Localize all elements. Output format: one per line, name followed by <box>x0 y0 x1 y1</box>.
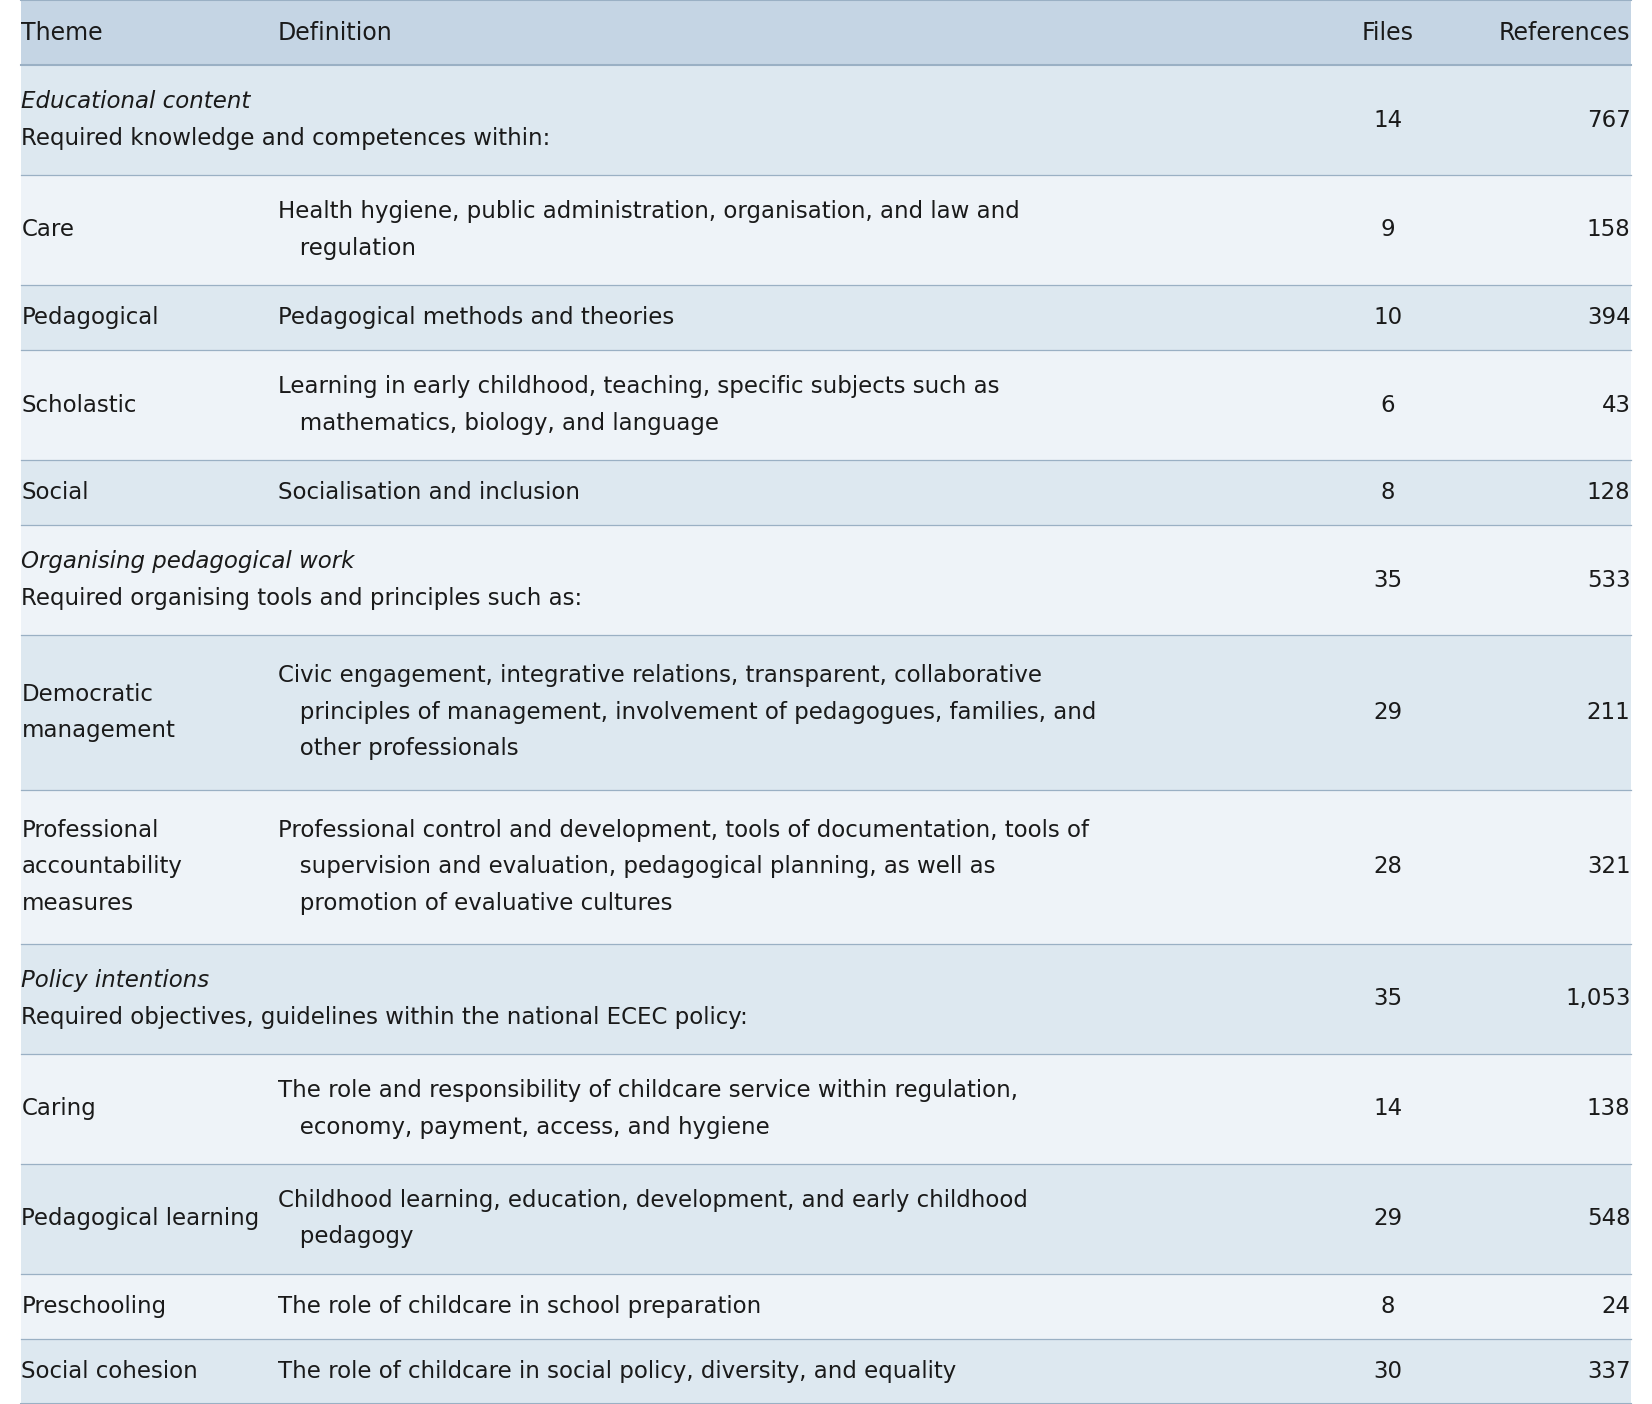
Text: 767: 767 <box>1586 108 1631 132</box>
Text: Childhood learning, education, development, and early childhood: Childhood learning, education, developme… <box>278 1189 1028 1212</box>
Text: Caring: Caring <box>21 1098 96 1120</box>
Text: Pedagogical: Pedagogical <box>21 306 159 329</box>
Text: Policy intentions: Policy intentions <box>21 969 210 993</box>
Text: Democratic: Democratic <box>21 682 154 706</box>
Text: 321: 321 <box>1588 855 1631 879</box>
Text: 14: 14 <box>1373 108 1403 132</box>
Text: The role of childcare in social policy, diversity, and equality: The role of childcare in social policy, … <box>278 1360 957 1383</box>
Text: Definition: Definition <box>278 21 392 45</box>
Text: 8: 8 <box>1381 482 1394 504</box>
Text: other professionals: other professionals <box>278 737 519 761</box>
Text: economy, payment, access, and hygiene: economy, payment, access, and hygiene <box>278 1116 770 1139</box>
Bar <box>21 525 1631 635</box>
Text: 8: 8 <box>1381 1294 1394 1318</box>
Text: pedagogy: pedagogy <box>278 1226 413 1248</box>
Text: supervision and evaluation, pedagogical planning, as well as: supervision and evaluation, pedagogical … <box>278 855 995 879</box>
Text: 158: 158 <box>1588 219 1631 241</box>
Text: measures: measures <box>21 892 134 915</box>
Bar <box>21 0 1631 65</box>
Text: 337: 337 <box>1588 1360 1631 1383</box>
Text: accountability: accountability <box>21 855 182 879</box>
Bar <box>21 1054 1631 1164</box>
Text: 9: 9 <box>1381 219 1394 241</box>
Bar <box>21 943 1631 1054</box>
Text: The role and responsibility of childcare service within regulation,: The role and responsibility of childcare… <box>278 1080 1018 1102</box>
Text: 128: 128 <box>1588 482 1631 504</box>
Text: management: management <box>21 719 175 743</box>
Bar <box>21 350 1631 461</box>
Text: Scholastic: Scholastic <box>21 393 137 417</box>
Text: Care: Care <box>21 219 74 241</box>
Text: 29: 29 <box>1373 1207 1403 1230</box>
Text: References: References <box>1498 21 1631 45</box>
Text: 548: 548 <box>1588 1207 1631 1230</box>
Text: 533: 533 <box>1588 569 1631 591</box>
Text: 24: 24 <box>1601 1294 1631 1318</box>
Bar <box>21 1273 1631 1339</box>
Bar <box>21 1339 1631 1404</box>
Text: Theme: Theme <box>21 21 102 45</box>
Text: Required knowledge and competences within:: Required knowledge and competences withi… <box>21 126 550 150</box>
Text: 35: 35 <box>1373 569 1403 591</box>
Text: Learning in early childhood, teaching, specific subjects such as: Learning in early childhood, teaching, s… <box>278 375 999 399</box>
Text: 394: 394 <box>1588 306 1631 329</box>
Text: principles of management, involvement of pedagogues, families, and: principles of management, involvement of… <box>278 701 1095 724</box>
Text: 10: 10 <box>1373 306 1403 329</box>
Bar <box>21 461 1631 525</box>
Text: Socialisation and inclusion: Socialisation and inclusion <box>278 482 580 504</box>
Text: regulation: regulation <box>278 237 416 260</box>
Text: mathematics, biology, and language: mathematics, biology, and language <box>278 411 719 435</box>
Text: Civic engagement, integrative relations, transparent, collaborative: Civic engagement, integrative relations,… <box>278 664 1041 688</box>
Text: Educational content: Educational content <box>21 90 251 114</box>
Text: 14: 14 <box>1373 1098 1403 1120</box>
Text: Organising pedagogical work: Organising pedagogical work <box>21 550 355 573</box>
Text: 6: 6 <box>1381 393 1394 417</box>
Bar <box>21 635 1631 789</box>
Text: The role of childcare in school preparation: The role of childcare in school preparat… <box>278 1294 762 1318</box>
Text: 1,053: 1,053 <box>1564 987 1631 1011</box>
Text: Health hygiene, public administration, organisation, and law and: Health hygiene, public administration, o… <box>278 201 1019 223</box>
Bar <box>21 65 1631 176</box>
Bar <box>21 285 1631 350</box>
Bar <box>21 1164 1631 1273</box>
Text: 138: 138 <box>1588 1098 1631 1120</box>
Text: Files: Files <box>1361 21 1414 45</box>
Text: promotion of evaluative cultures: promotion of evaluative cultures <box>278 892 672 915</box>
Text: 30: 30 <box>1373 1360 1403 1383</box>
Text: 211: 211 <box>1588 701 1631 724</box>
Bar <box>21 789 1631 943</box>
Text: Social: Social <box>21 482 89 504</box>
Text: Pedagogical methods and theories: Pedagogical methods and theories <box>278 306 674 329</box>
Text: Required objectives, guidelines within the national ECEC policy:: Required objectives, guidelines within t… <box>21 1005 748 1029</box>
Bar <box>21 176 1631 285</box>
Text: 35: 35 <box>1373 987 1403 1011</box>
Text: 43: 43 <box>1601 393 1631 417</box>
Text: Preschooling: Preschooling <box>21 1294 167 1318</box>
Text: 28: 28 <box>1373 855 1403 879</box>
Text: Professional control and development, tools of documentation, tools of: Professional control and development, to… <box>278 819 1089 842</box>
Text: Required organising tools and principles such as:: Required organising tools and principles… <box>21 587 583 609</box>
Text: 29: 29 <box>1373 701 1403 724</box>
Text: Social cohesion: Social cohesion <box>21 1360 198 1383</box>
Text: Professional: Professional <box>21 819 159 842</box>
Text: Pedagogical learning: Pedagogical learning <box>21 1207 259 1230</box>
